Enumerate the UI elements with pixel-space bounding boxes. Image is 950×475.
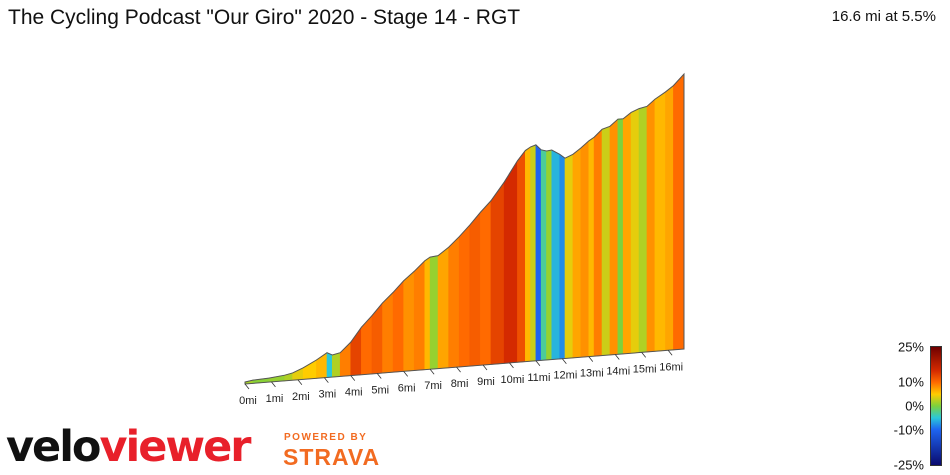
profile-segments bbox=[244, 73, 685, 385]
profile-segment bbox=[525, 146, 531, 362]
x-tick-label: 12mi bbox=[553, 370, 577, 382]
profile-segment bbox=[490, 181, 505, 365]
profile-segment bbox=[593, 128, 603, 357]
profile-segment bbox=[292, 367, 304, 381]
x-tick-mark bbox=[588, 356, 594, 362]
x-tick-label: 11mi bbox=[527, 372, 550, 384]
profile-segment bbox=[665, 85, 674, 351]
x-tick-mark bbox=[482, 364, 488, 371]
x-tick-label: 2mi bbox=[292, 391, 310, 403]
profile-segment bbox=[646, 98, 656, 353]
activity-title: The Cycling Podcast "Our Giro" 2020 - St… bbox=[8, 6, 521, 29]
profile-segment bbox=[382, 291, 394, 374]
x-tick-label: 7mi bbox=[424, 380, 442, 392]
profile-segment bbox=[448, 235, 460, 369]
profile-segment bbox=[535, 144, 542, 362]
profile-segment bbox=[480, 199, 492, 366]
profile-segment bbox=[588, 136, 595, 357]
profile-segment bbox=[517, 149, 526, 363]
x-tick-label: 3mi bbox=[318, 389, 336, 401]
x-tick-mark bbox=[641, 352, 646, 358]
profile-segment bbox=[580, 140, 590, 358]
profile-segment bbox=[654, 91, 666, 352]
x-tick-label: 14mi bbox=[606, 365, 630, 377]
x-tick-label: 16mi bbox=[659, 361, 683, 373]
profile-segment bbox=[564, 153, 574, 359]
profile-segment bbox=[609, 118, 619, 356]
x-tick-mark bbox=[244, 383, 250, 390]
x-tick-mark bbox=[614, 354, 620, 360]
profile-segment bbox=[551, 149, 561, 360]
x-tick-mark bbox=[297, 379, 303, 386]
x-tick-label: 0mi bbox=[239, 395, 257, 407]
profile-segment bbox=[361, 314, 373, 376]
x-tick-mark bbox=[376, 373, 382, 379]
profile-segment bbox=[530, 144, 537, 362]
x-tick-mark bbox=[456, 366, 461, 373]
profile-segment bbox=[673, 73, 685, 351]
profile-segment bbox=[437, 246, 449, 369]
profile-segment bbox=[630, 108, 640, 354]
profile-segment bbox=[559, 153, 566, 360]
profile-segment bbox=[403, 270, 415, 372]
logo-velo-text: velo bbox=[6, 422, 101, 472]
x-tick-mark bbox=[350, 375, 356, 381]
profile-segment bbox=[392, 280, 404, 373]
x-tick-mark bbox=[271, 381, 276, 388]
profile-segment bbox=[503, 159, 518, 364]
profile-ridge-line bbox=[244, 72, 685, 385]
profile-segment bbox=[622, 111, 632, 355]
x-tick-mark bbox=[403, 371, 408, 377]
profile-segment bbox=[469, 211, 481, 367]
profile-segment bbox=[638, 105, 648, 353]
x-tick-mark bbox=[667, 350, 673, 356]
powered-by-label: POWERED BY bbox=[284, 432, 368, 443]
x-tick-label: 8mi bbox=[451, 378, 469, 390]
x-tick-mark bbox=[562, 358, 567, 364]
x-tick-mark bbox=[324, 377, 329, 383]
profile-segment bbox=[601, 125, 611, 356]
strava-logo[interactable]: STRAVA bbox=[283, 444, 381, 470]
profile-segment bbox=[302, 359, 317, 380]
x-tick-label: 6mi bbox=[398, 382, 416, 394]
logo-viewer-text: viewer bbox=[99, 422, 251, 472]
profile-segment bbox=[572, 147, 582, 359]
x-axis-ticks: 0mi 1mi 2mi 3mi 4mi 5mi 6mi 7mi 8mi 9mi 10mi 11mi 12… bbox=[239, 350, 683, 407]
x-tick-label: 4mi bbox=[345, 387, 363, 399]
x-tick-label: 13mi bbox=[580, 368, 604, 380]
x-tick-label: 10mi bbox=[501, 374, 525, 386]
profile-segment bbox=[617, 118, 624, 355]
profile-segment bbox=[424, 256, 431, 370]
profile-segment bbox=[331, 352, 341, 378]
x-tick-label: 15mi bbox=[633, 363, 657, 375]
profile-segment bbox=[413, 260, 426, 371]
distance-grade-summary: 16.6 mi at 5.5% bbox=[831, 8, 936, 25]
profile-segment bbox=[546, 149, 553, 361]
profile-segment bbox=[458, 224, 471, 368]
x-tick-label: 5mi bbox=[371, 384, 389, 396]
x-tick-mark bbox=[535, 360, 541, 367]
profile-segment bbox=[429, 255, 439, 370]
profile-segment bbox=[326, 352, 333, 378]
x-tick-mark bbox=[509, 362, 514, 369]
profile-segment bbox=[540, 149, 547, 361]
x-tick-label: 1mi bbox=[266, 393, 284, 405]
x-tick-label: 9mi bbox=[477, 376, 495, 388]
veloviewer-logo[interactable]: veloviewer bbox=[6, 422, 252, 472]
x-tick-mark bbox=[429, 368, 435, 375]
